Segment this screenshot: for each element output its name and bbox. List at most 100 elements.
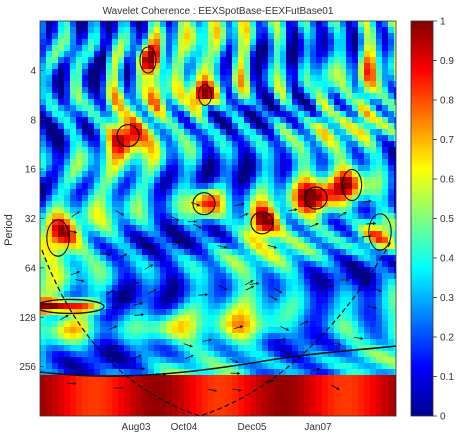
coherence-cell: [310, 219, 317, 226]
coherence-cell: [316, 315, 323, 322]
coherence-cell: [244, 297, 251, 304]
coherence-cell: [64, 339, 71, 346]
coherence-cell: [310, 303, 317, 310]
coherence-cell: [376, 231, 383, 238]
coherence-cell: [328, 351, 335, 358]
coherence-cell: [40, 39, 47, 46]
coherence-cell: [142, 411, 149, 416]
coherence-cell: [334, 333, 341, 340]
coherence-cell: [100, 303, 107, 310]
coherence-cell: [196, 261, 203, 268]
coherence-cell: [40, 219, 47, 226]
coherence-cell: [190, 219, 197, 226]
coherence-cell: [310, 285, 317, 292]
coherence-cell: [106, 249, 113, 256]
coherence-cell: [340, 255, 347, 262]
coherence-cell: [166, 393, 173, 400]
coherence-cell: [304, 51, 311, 58]
coherence-cell: [154, 147, 161, 154]
coherence-cell: [76, 327, 83, 334]
coherence-cell: [88, 273, 95, 280]
coherence-cell: [136, 315, 143, 322]
coherence-cell: [82, 291, 89, 298]
coherence-cell: [382, 255, 389, 262]
coherence-cell: [262, 63, 269, 70]
coherence-cell: [274, 213, 281, 220]
coherence-cell: [298, 33, 305, 40]
coherence-cell: [142, 393, 149, 400]
coherence-cell: [256, 27, 263, 34]
coherence-cell: [376, 105, 383, 112]
coherence-cell: [298, 171, 305, 178]
coherence-cell: [58, 243, 65, 250]
coherence-cell: [394, 147, 396, 154]
coherence-cell: [298, 285, 305, 292]
coherence-cell: [46, 405, 53, 412]
coherence-cell: [214, 303, 221, 310]
coherence-cell: [334, 255, 341, 262]
coherence-cell: [124, 261, 131, 268]
coherence-cell: [202, 285, 209, 292]
coherence-cell: [46, 387, 53, 394]
coherence-cell: [76, 99, 83, 106]
y-tick-label: 32: [25, 214, 37, 225]
coherence-cell: [160, 291, 167, 298]
coherence-cell: [106, 339, 113, 346]
coherence-cell: [40, 147, 47, 154]
coherence-cell: [46, 27, 53, 34]
coherence-cell: [394, 387, 396, 394]
coherence-cell: [286, 33, 293, 40]
coherence-cell: [52, 69, 59, 76]
coherence-cell: [106, 375, 113, 382]
coherence-cell: [298, 87, 305, 94]
coherence-cell: [226, 375, 233, 382]
coherence-cell: [208, 45, 215, 52]
coherence-cell: [364, 279, 371, 286]
coherence-cell: [268, 375, 275, 382]
coherence-cell: [130, 219, 137, 226]
coherence-cell: [340, 405, 347, 412]
coherence-cell: [358, 309, 365, 316]
coherence-cell: [112, 117, 119, 124]
phase-arrow: [202, 338, 213, 342]
coherence-cell: [256, 21, 263, 28]
coherence-cell: [220, 171, 227, 178]
coherence-cell: [250, 105, 257, 112]
coherence-cell: [280, 285, 287, 292]
y-tick-label: 8: [30, 115, 36, 126]
coherence-cell: [118, 309, 125, 316]
coherence-cell: [178, 21, 185, 28]
coherence-cell: [346, 105, 353, 112]
coherence-cell: [112, 183, 119, 190]
coherence-cell: [280, 117, 287, 124]
coherence-cell: [190, 81, 197, 88]
coherence-cell: [70, 189, 77, 196]
coherence-cell: [268, 87, 275, 94]
coherence-cell: [70, 57, 77, 64]
coherence-cell: [388, 267, 395, 274]
coherence-cell: [166, 171, 173, 178]
coherence-cell: [142, 381, 149, 388]
coherence-cell: [172, 411, 179, 416]
coherence-cell: [214, 51, 221, 58]
coherence-cell: [232, 153, 239, 160]
coherence-cell: [388, 45, 395, 52]
coherence-cell: [376, 243, 383, 250]
coherence-cell: [202, 225, 209, 232]
coherence-cell: [256, 81, 263, 88]
coherence-cell: [346, 63, 353, 70]
coherence-cell: [232, 315, 239, 322]
coherence-cell: [310, 33, 317, 40]
coherence-cell: [70, 81, 77, 88]
coherence-cell: [268, 363, 275, 370]
coherence-cell: [142, 303, 149, 310]
coherence-cell: [46, 303, 53, 310]
phase-arrow: [324, 284, 335, 288]
coherence-cell: [154, 69, 161, 76]
coherence-cell: [202, 93, 209, 100]
coherence-cell: [280, 75, 287, 82]
coherence-cell: [106, 363, 113, 370]
coherence-cell: [286, 177, 293, 184]
coherence-cell: [118, 243, 125, 250]
coherence-cell: [286, 87, 293, 94]
